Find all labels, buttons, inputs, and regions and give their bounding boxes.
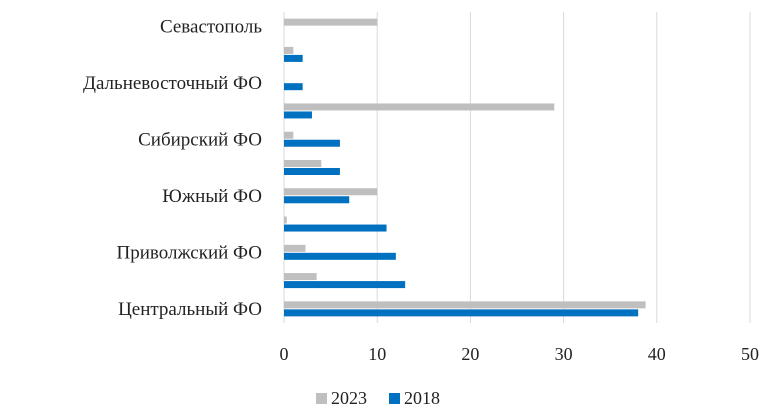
y-tick-label: Севастополь — [160, 16, 262, 37]
bar — [284, 46, 294, 54]
bar — [284, 216, 287, 224]
bar — [284, 83, 303, 91]
y-tick-label: Сибирский ФО — [138, 130, 262, 151]
bar — [284, 139, 340, 147]
x-tick-label: 0 — [280, 344, 289, 364]
bar — [284, 309, 639, 317]
bar — [284, 131, 294, 139]
bar — [284, 273, 317, 281]
x-tick-label: 40 — [648, 344, 666, 364]
bar — [284, 244, 306, 252]
x-tick-label: 20 — [461, 344, 479, 364]
bar — [284, 281, 406, 289]
bar — [284, 301, 646, 309]
bar — [284, 18, 378, 26]
bar — [284, 54, 303, 62]
legend-label: 2018 — [404, 388, 440, 408]
x-tick-label: 10 — [368, 344, 386, 364]
bar — [284, 111, 312, 119]
x-tick-label: 50 — [741, 344, 759, 364]
bar — [284, 188, 378, 196]
legend-label: 2023 — [331, 388, 367, 408]
bar — [284, 196, 350, 204]
y-tick-label: Южный ФО — [162, 186, 262, 207]
bar — [284, 224, 387, 232]
bar — [284, 160, 322, 167]
legend-swatch — [316, 393, 327, 404]
y-tick-label: Дальневосточный ФО — [83, 73, 262, 94]
bar — [284, 168, 340, 175]
y-tick-label: Центральный ФО — [118, 299, 262, 320]
x-tick-label: 30 — [555, 344, 573, 364]
legend-swatch — [389, 393, 400, 404]
bar — [284, 252, 396, 260]
y-tick-label: Приволжский ФО — [117, 243, 262, 264]
bar — [284, 103, 555, 111]
